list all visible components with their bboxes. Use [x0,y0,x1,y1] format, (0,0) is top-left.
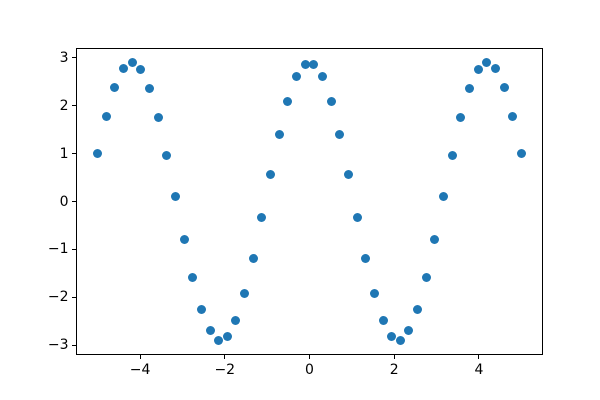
scatter-point [413,304,423,314]
scatter-point [110,82,120,92]
scatter-point [162,150,172,160]
scatter-point [171,192,180,202]
scatter-point [464,83,474,93]
y-tick-label: −1 [47,241,69,258]
scatter-point [240,289,250,299]
x-tick-label: −4 [129,361,151,378]
x-tick-label: 2 [389,361,399,378]
scatter-point [482,57,492,67]
scatter-point [283,96,293,106]
y-tick [72,105,76,107]
scatter-point [214,335,224,345]
scatter-point [119,64,129,74]
scatter-point [499,82,509,92]
scatter-point [317,72,327,82]
scatter-point [352,212,362,222]
scatter-point [490,64,500,74]
x-tick [478,354,480,359]
y-tick-label: −2 [47,289,69,306]
scatter-point [153,113,163,123]
scatter-point [145,83,155,93]
scatter-point [231,316,241,326]
scatter-point [438,192,448,202]
scatter-point [127,57,137,67]
scatter-point [292,72,302,82]
scatter-point [248,253,258,263]
y-tick [72,296,76,298]
scatter-point [387,332,397,342]
scatter-point [378,316,388,326]
scatter-point [196,304,206,314]
scatter-point [101,111,111,121]
scatter-point [309,59,319,69]
scatter-point [136,64,146,74]
scatter-point [300,59,310,69]
x-tick-label: −2 [214,361,236,378]
y-tick [72,248,76,250]
scatter-point [473,64,483,74]
x-tick [224,354,226,359]
y-tick [72,344,76,346]
x-tick [309,354,310,359]
scatter-point [343,170,353,180]
scatter-point [508,111,518,121]
scatter-point [205,326,215,336]
y-tick [72,201,76,202]
scatter-point [335,130,345,140]
scatter-point [222,332,232,342]
scatter-point [257,212,267,222]
y-tick-label: −3 [47,337,69,354]
scatter-point [430,234,440,244]
plot-frame [76,48,543,355]
x-tick [139,354,141,359]
y-tick-label: 2 [59,97,69,114]
scatter-point [93,148,103,158]
scatter-point [447,150,457,160]
scatter-point [395,335,405,345]
y-tick [72,57,76,59]
y-tick-label: 1 [59,145,69,162]
x-tick-label: 4 [474,361,484,378]
scatter-point [326,96,336,106]
scatter-point [404,326,414,336]
scatter-point [274,130,284,140]
y-tick-label: 0 [59,193,69,210]
scatter-point [516,148,526,158]
x-tick-label: 0 [305,361,314,378]
scatter-point [369,289,379,299]
y-tick [72,153,76,155]
scatter-point [188,273,198,283]
scatter-point [421,273,431,283]
scatter-point [361,253,371,263]
y-tick-label: 3 [59,49,69,66]
scatter-point [179,234,189,244]
scatter-point [456,113,466,123]
x-tick [393,354,395,359]
scatter-point [266,170,276,180]
